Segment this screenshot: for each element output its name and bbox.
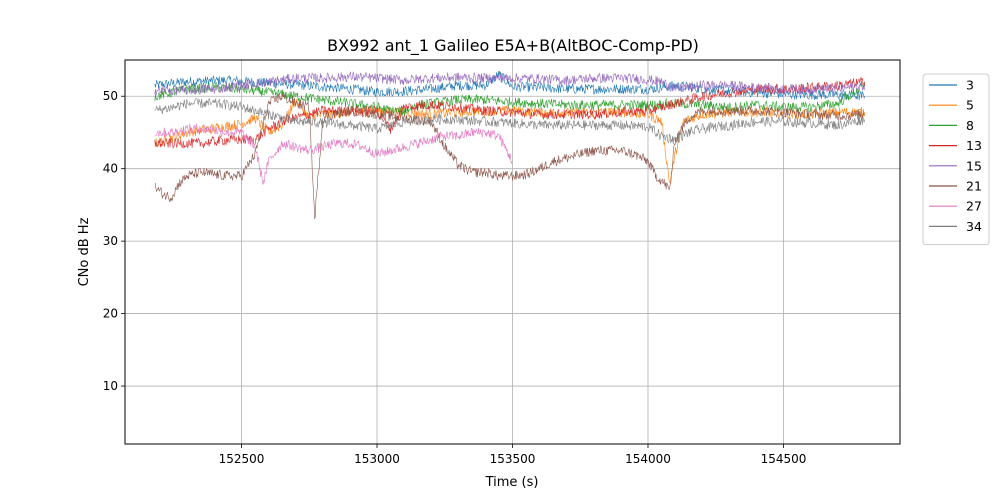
y-tick-label: 10 <box>103 379 118 393</box>
series-line-21 <box>154 93 865 220</box>
x-tick-label: 153000 <box>354 452 400 466</box>
series-line-3 <box>154 70 866 101</box>
series-line-13 <box>154 76 866 149</box>
chart-title: BX992 ant_1 Galileo E5A+B(AltBOC-Comp-PD… <box>327 36 699 56</box>
legend-label-15: 15 <box>966 158 982 173</box>
series-line-27 <box>154 123 513 185</box>
legend-label-13: 13 <box>966 138 982 153</box>
x-tick-label: 152500 <box>219 452 265 466</box>
y-tick-label: 40 <box>103 162 118 176</box>
y-tick-label: 20 <box>103 307 118 321</box>
x-tick-label: 154000 <box>625 452 671 466</box>
legend-box <box>922 73 990 246</box>
y-tick-label: 30 <box>103 234 118 248</box>
axis-ticks: 152500 153000 153500 154000 154500 10 20 30 40 50 <box>103 89 807 466</box>
legend-label-34: 34 <box>966 219 982 234</box>
series-line-8 <box>154 81 866 116</box>
legend-label-8: 8 <box>966 118 974 133</box>
x-tick-label: 153500 <box>490 452 536 466</box>
y-axis-label: CNo dB Hz <box>77 217 92 286</box>
x-axis-label: Time (s) <box>485 475 539 490</box>
legend-label-27: 27 <box>966 199 982 214</box>
series-lines <box>154 70 866 220</box>
series-line-34 <box>154 98 866 145</box>
legend-label-5: 5 <box>966 98 974 113</box>
x-tick-label: 154500 <box>761 452 807 466</box>
legend-label-3: 3 <box>966 78 974 93</box>
legend: 3 5 8 13 15 21 27 34 <box>922 73 990 246</box>
legend-label-21: 21 <box>966 179 982 194</box>
y-tick-label: 50 <box>103 89 118 103</box>
series-line-15 <box>154 71 866 96</box>
